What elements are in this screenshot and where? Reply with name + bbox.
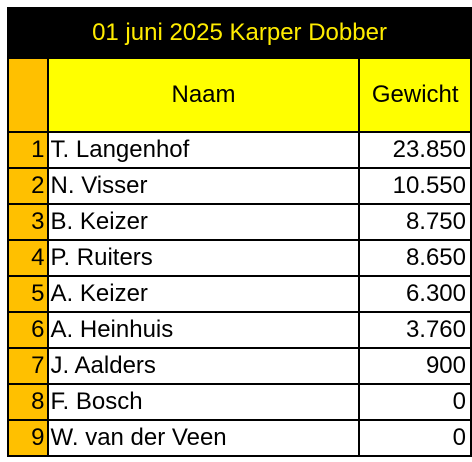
rank-cell: 9 <box>7 419 49 457</box>
rank-cell: 7 <box>7 347 49 385</box>
table-row: 1 T. Langenhof 23.850 <box>7 131 472 169</box>
name-cell: A. Keizer <box>46 275 361 313</box>
results-table: 01 juni 2025 Karper Dobber Naam Gewicht … <box>7 7 472 457</box>
weight-cell: 8.750 <box>358 203 472 241</box>
name-cell: F. Bosch <box>46 383 361 421</box>
weight-cell: 10.550 <box>358 167 472 205</box>
weight-cell: 23.850 <box>358 131 472 169</box>
name-cell: J. Aalders <box>46 347 361 385</box>
weight-cell: 3.760 <box>358 311 472 349</box>
name-cell: T. Langenhof <box>46 131 361 169</box>
name-cell: N. Visser <box>46 167 361 205</box>
weight-cell: 900 <box>358 347 472 385</box>
header-corner <box>7 57 49 133</box>
rank-cell: 3 <box>7 203 49 241</box>
name-cell: B. Keizer <box>46 203 361 241</box>
table-row: 2 N. Visser 10.550 <box>7 167 472 205</box>
results-sheet: 01 juni 2025 Karper Dobber Naam Gewicht … <box>7 7 472 457</box>
table-row: 7 J. Aalders 900 <box>7 347 472 385</box>
rank-cell: 1 <box>7 131 49 169</box>
header-row: Naam Gewicht <box>7 57 472 133</box>
rank-cell: 5 <box>7 275 49 313</box>
table-title: 01 juni 2025 Karper Dobber <box>7 7 472 59</box>
table-row: 9 W. van der Veen 0 <box>7 419 472 457</box>
name-cell: A. Heinhuis <box>46 311 361 349</box>
column-header-name: Naam <box>46 57 361 133</box>
weight-cell: 0 <box>358 383 472 421</box>
weight-cell: 0 <box>358 419 472 457</box>
rank-cell: 6 <box>7 311 49 349</box>
table-row: 3 B. Keizer 8.750 <box>7 203 472 241</box>
rank-cell: 4 <box>7 239 49 277</box>
weight-cell: 6.300 <box>358 275 472 313</box>
table-row: 5 A. Keizer 6.300 <box>7 275 472 313</box>
title-row: 01 juni 2025 Karper Dobber <box>7 7 472 59</box>
table-row: 4 P. Ruiters 8.650 <box>7 239 472 277</box>
name-cell: P. Ruiters <box>46 239 361 277</box>
rank-cell: 8 <box>7 383 49 421</box>
table-row: 6 A. Heinhuis 3.760 <box>7 311 472 349</box>
weight-cell: 8.650 <box>358 239 472 277</box>
column-header-weight: Gewicht <box>358 57 472 133</box>
name-cell: W. van der Veen <box>46 419 361 457</box>
rank-cell: 2 <box>7 167 49 205</box>
table-row: 8 F. Bosch 0 <box>7 383 472 421</box>
